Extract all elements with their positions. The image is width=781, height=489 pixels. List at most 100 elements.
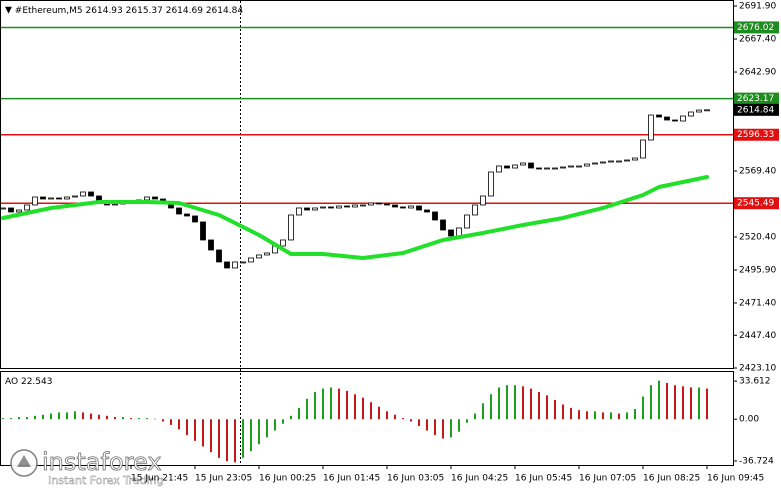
- candle: [328, 206, 334, 209]
- candle: [72, 195, 78, 198]
- candle: [392, 204, 398, 208]
- candle: [8, 207, 14, 213]
- candle: [592, 162, 598, 165]
- x-tick-label: 16 Jun 07:05: [579, 474, 636, 484]
- candle: [216, 249, 222, 263]
- level-label-box: [734, 92, 779, 105]
- candle: [64, 196, 70, 200]
- candle: [704, 109, 710, 112]
- y-tick-label: 2423.10: [739, 364, 776, 374]
- candle: [400, 206, 406, 209]
- marks: [0, 26, 733, 463]
- candle: [352, 204, 358, 208]
- candle: [656, 114, 662, 118]
- candle: [56, 197, 62, 200]
- level-label: 2623.17: [737, 94, 774, 104]
- candle: [488, 171, 494, 197]
- ao-tick-label: -36.724: [739, 456, 774, 466]
- candle: [376, 202, 382, 205]
- candle: [688, 111, 694, 117]
- candle: [456, 227, 462, 237]
- candle: [576, 165, 582, 168]
- candle: [112, 203, 118, 206]
- candle: [336, 205, 342, 209]
- level-label-box: [734, 21, 779, 34]
- candle: [288, 214, 294, 241]
- y-tick-label: 2447.40: [739, 331, 776, 341]
- candle: [504, 165, 510, 169]
- close: 2614.84: [206, 6, 243, 16]
- candle: [680, 115, 686, 122]
- last-price-label: 2614.84: [737, 105, 774, 115]
- x-tick-label: 15 Jun 23:05: [195, 474, 252, 484]
- x-tick-label: 16 Jun 04:25: [451, 474, 508, 484]
- y-tick-label: 2495.90: [739, 265, 776, 275]
- candle: [416, 205, 422, 211]
- y-tick-label: 2471.40: [739, 298, 776, 308]
- candle: [224, 261, 230, 269]
- candle: [304, 207, 310, 211]
- ao-title: AO 22.543: [5, 377, 52, 387]
- level-label-box: [734, 197, 779, 210]
- high: 2615.37: [126, 6, 163, 16]
- candle: [440, 219, 446, 231]
- candle: [48, 197, 54, 200]
- candle: [280, 239, 286, 247]
- candle: [584, 163, 590, 167]
- candle: [648, 114, 654, 141]
- tagline: Instant Forex Trading: [48, 474, 164, 487]
- candle: [232, 261, 238, 269]
- y-tick-label: 2520.40: [739, 232, 776, 242]
- y-tick-label: 2642.90: [739, 68, 776, 78]
- candle: [640, 139, 646, 159]
- y-tick-label: 2691.90: [739, 2, 776, 12]
- candle: [536, 167, 542, 170]
- candle: [624, 159, 630, 162]
- candle: [16, 209, 22, 213]
- candle: [344, 205, 350, 208]
- candle: [464, 214, 470, 229]
- low: 2614.69: [166, 6, 203, 16]
- x-tick-label: 16 Jun 03:05: [387, 474, 444, 484]
- ao-name: AO: [5, 377, 18, 387]
- candle: [408, 205, 414, 209]
- watermark: instaforex Instant Forex Trading: [10, 448, 164, 487]
- candle: [480, 195, 486, 206]
- candle: [368, 202, 374, 206]
- candle: [560, 166, 566, 169]
- y-tick-label: 2667.40: [739, 35, 776, 45]
- candle: [632, 157, 638, 161]
- level-label: 2676.02: [737, 23, 774, 33]
- candle: [152, 196, 158, 200]
- candle: [552, 167, 558, 170]
- ao-value: 22.543: [21, 377, 53, 387]
- candle: [264, 252, 270, 256]
- candle: [184, 213, 190, 217]
- y-tick-label: 2569.40: [739, 167, 776, 177]
- candle: [664, 116, 670, 121]
- symbol: #Ethereum,M5: [15, 6, 83, 16]
- level-label: 2596.33: [737, 130, 774, 140]
- candle: [448, 229, 454, 237]
- candle: [544, 167, 550, 170]
- level-label: 2545.49: [737, 199, 774, 209]
- ao-panel: [0, 371, 734, 466]
- x-tick-label: 16 Jun 08:25: [643, 474, 700, 484]
- x-tick-label: 16 Jun 00:25: [259, 474, 316, 484]
- moving-average: [1, 174, 709, 260]
- candle: [192, 215, 198, 223]
- candle: [88, 191, 94, 197]
- candle: [432, 211, 438, 221]
- candle: [296, 207, 302, 216]
- candle: [696, 109, 702, 113]
- candle: [24, 204, 30, 211]
- brand: instaforex: [42, 448, 162, 476]
- ao-tick-label: 33.612: [739, 377, 771, 387]
- chart-title: ▼ #Ethereum,M5 2614.93 2615.37 2614.69 2…: [5, 6, 243, 16]
- candle: [496, 165, 502, 173]
- candle: [472, 204, 478, 216]
- candle: [200, 221, 206, 241]
- candle: [80, 191, 86, 197]
